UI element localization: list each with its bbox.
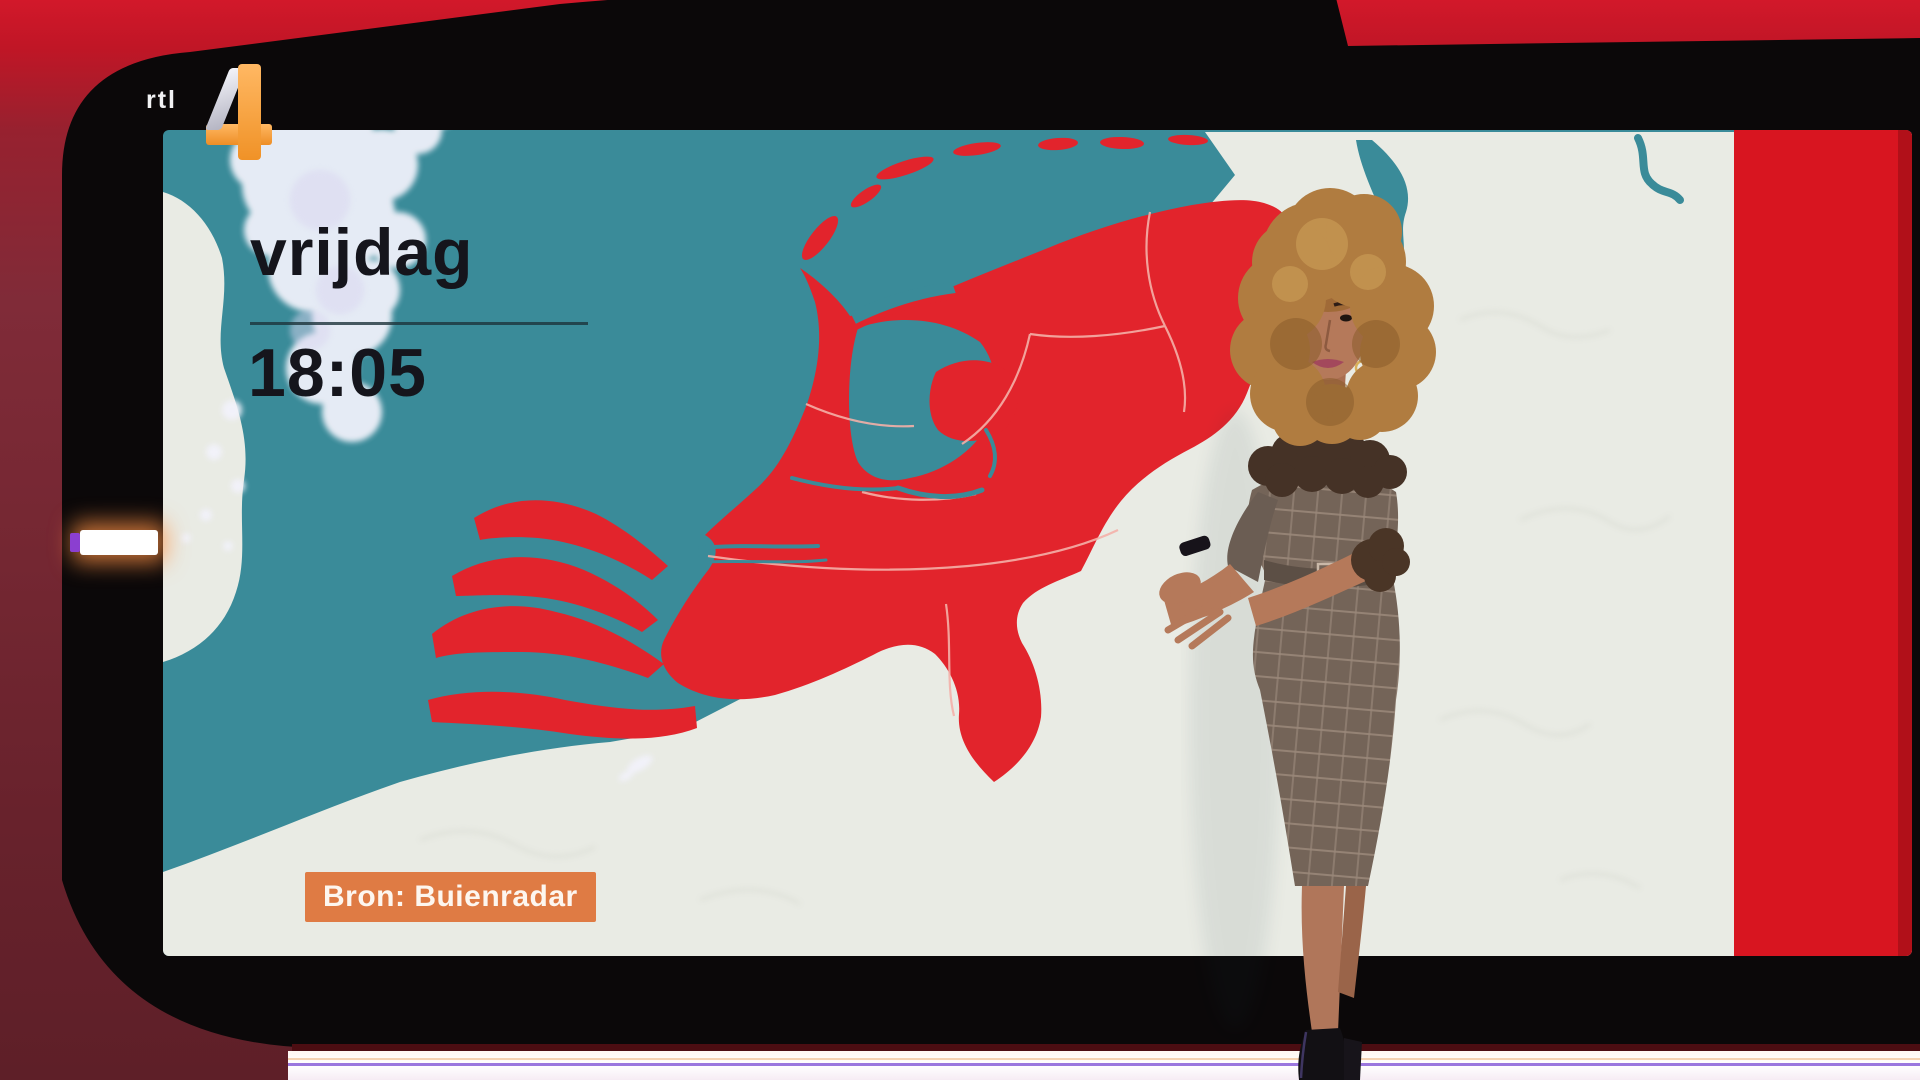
continental-land [163,132,1912,956]
presenter-forearm2 [1248,552,1368,626]
hair-shading [1270,318,1400,426]
land-texture [419,310,1671,906]
day-label: vrijdag [250,215,474,289]
wadden-islands [801,134,1208,260]
presenter-hands [1159,535,1232,650]
afsluitdijk [851,293,959,331]
red-panel-edge [1898,130,1912,956]
red-panel [1734,130,1912,956]
presenter-leg-back [1338,886,1366,998]
day-underline [250,322,588,325]
hair-highlight [1272,218,1386,302]
rtl-logo-text: rtl [146,86,177,114]
presenter-leg [1301,886,1344,1032]
weather-map [163,130,1912,956]
precipitation-core [290,170,364,350]
rtl4-logo: rtl [146,64,272,168]
boot-highlight [1299,1031,1308,1079]
time-label: 18:05 [248,335,427,411]
floor-light-strip [288,1044,1920,1080]
rtl4-number-glyph [190,64,272,168]
presenter-sleeve [1227,492,1278,582]
presenter-boot [1298,1028,1347,1080]
province-borders [707,211,1187,717]
river-weser [1634,134,1684,204]
weather-presenter [1159,188,1436,1080]
bezel-light-bar [70,530,158,555]
presenter-clicker [1179,535,1211,557]
presenter-boot-back [1344,1038,1362,1080]
flevoland-red [929,360,1018,442]
zeeland-islands [428,500,697,739]
wadden-sea [850,282,956,324]
waterways [698,428,997,564]
fur-cuff [1351,528,1410,592]
four-vertical-bar [238,64,261,160]
precipitation-blob [181,130,653,782]
source-badge: Bron: Buienradar [305,872,596,922]
